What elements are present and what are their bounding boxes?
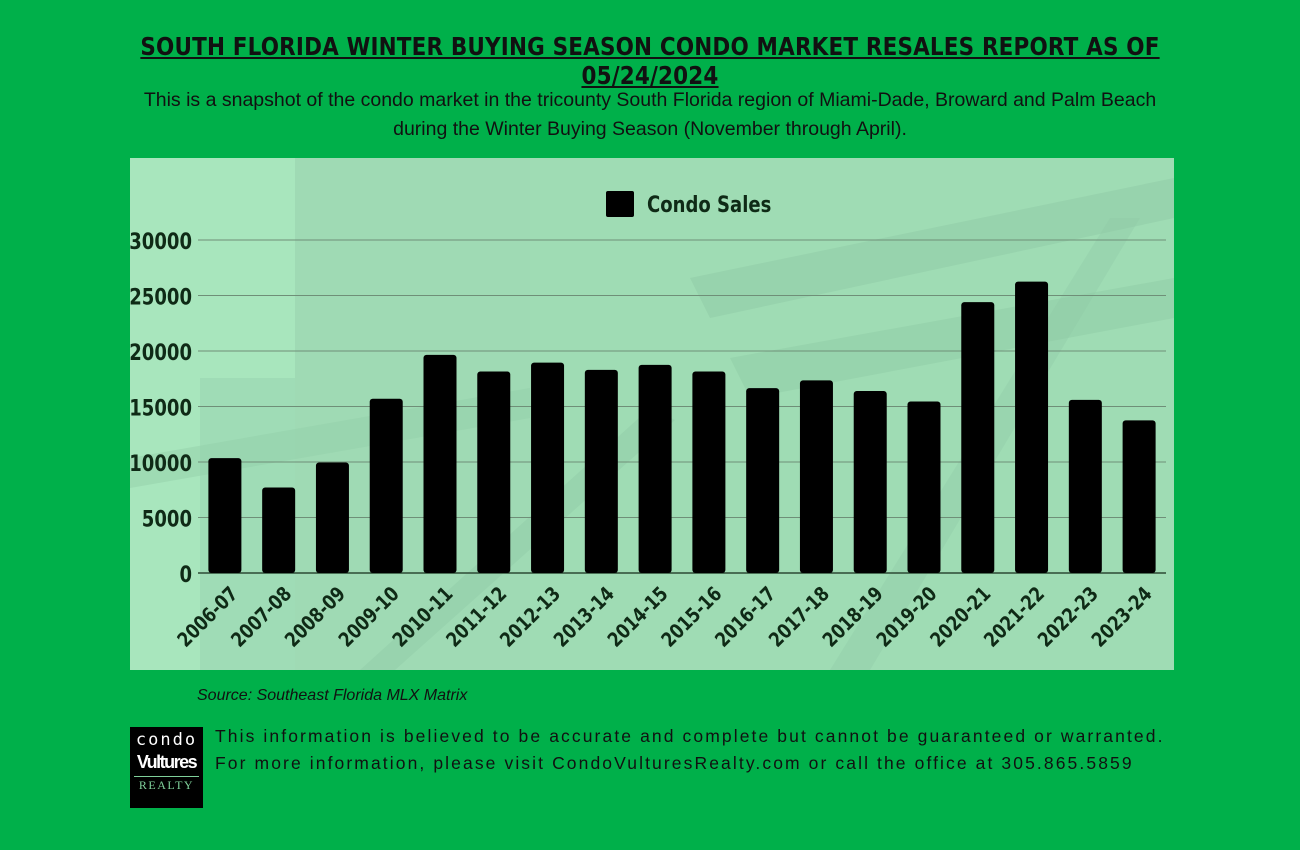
y-tick-label: 5000	[142, 506, 192, 532]
condo-vultures-logo: condo Vultures REALTY	[130, 727, 203, 808]
logo-line-2: Vultures	[136, 752, 198, 772]
chart-panel: 0 5000 10000 15000 20000 25000 30000 2006-07 200…	[130, 158, 1174, 670]
bar	[369, 398, 403, 573]
bar	[1015, 281, 1049, 573]
bar	[692, 371, 726, 573]
bar	[262, 487, 296, 573]
logo-line-3: REALTY	[134, 776, 199, 793]
bar	[531, 362, 565, 573]
bar-chart: 0500010000150002000025000300002006-07200…	[130, 191, 1166, 652]
y-tick-label: 25000	[130, 284, 192, 310]
report-title: SOUTH FLORIDA WINTER BUYING SEASON CONDO…	[140, 32, 1160, 90]
bar	[907, 401, 941, 573]
bar	[746, 388, 780, 573]
logo-line-1: condo	[135, 730, 198, 750]
bar	[208, 458, 242, 573]
legend-swatch	[606, 191, 634, 217]
y-tick-label: 10000	[130, 450, 192, 476]
x-tick-label: 2023-24	[1088, 583, 1157, 652]
bar	[423, 354, 457, 573]
source-note: Source: Southeast Florida MLX Matrix	[197, 687, 468, 704]
bar	[853, 390, 887, 573]
bar	[584, 369, 618, 573]
bar	[799, 380, 833, 573]
legend-label: Condo Sales	[647, 191, 771, 217]
bar	[315, 462, 349, 573]
bar	[1068, 399, 1102, 573]
y-tick-label: 0	[179, 561, 192, 587]
y-tick-label: 30000	[130, 228, 192, 254]
y-tick-label: 20000	[130, 339, 192, 365]
bar	[961, 302, 995, 573]
y-tick-label: 15000	[130, 395, 192, 421]
bar	[477, 371, 511, 573]
disclaimer-text: This information is believed to be accur…	[215, 726, 1165, 773]
bar	[1122, 420, 1156, 573]
bar	[638, 364, 672, 573]
report-subtitle: This is a snapshot of the condo market i…	[143, 89, 1157, 140]
